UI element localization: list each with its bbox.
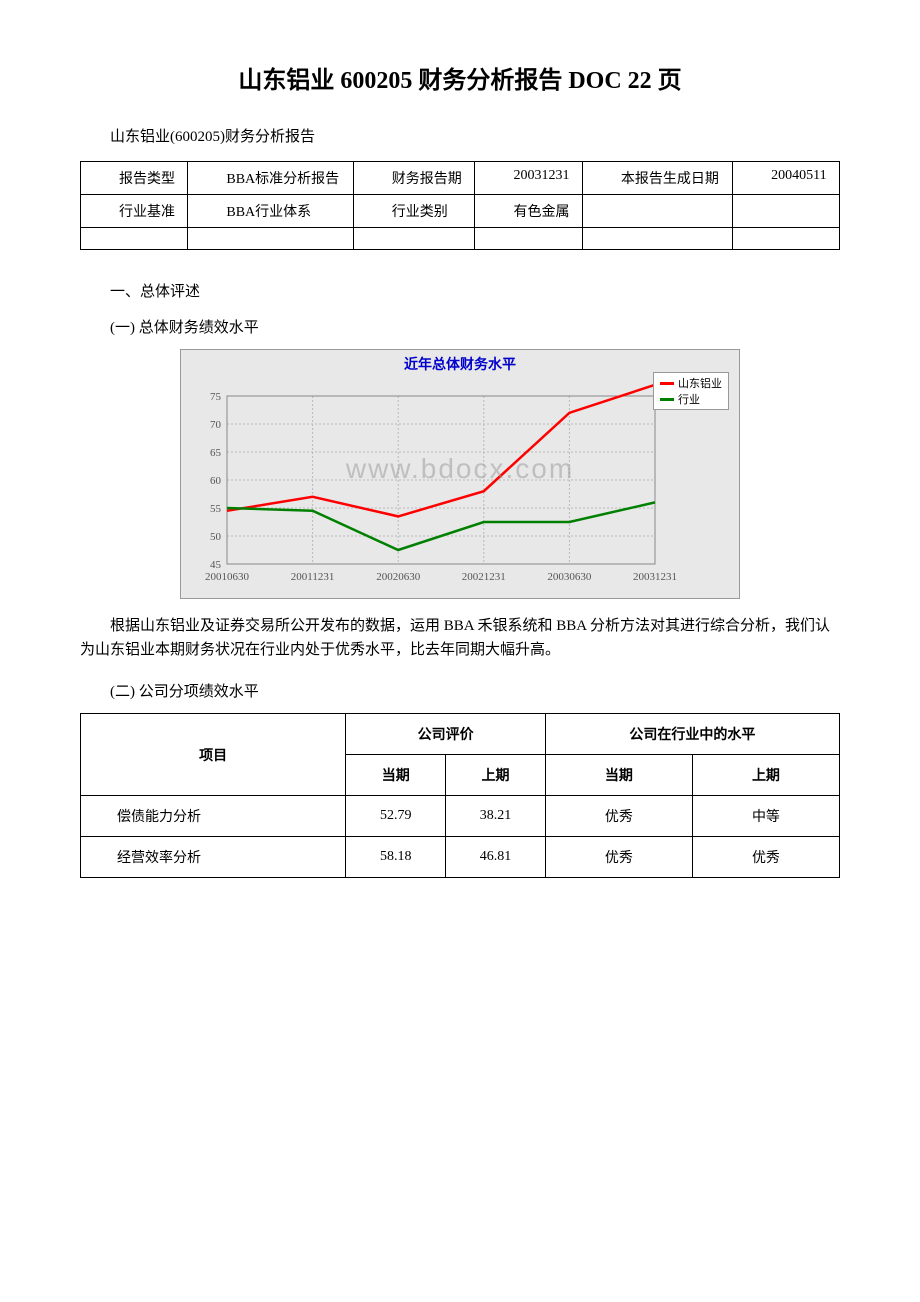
info-value: 20031231	[475, 162, 582, 195]
table-row: 项目 公司评价 公司在行业中的水平	[81, 714, 840, 755]
cell-value: 优秀	[545, 796, 692, 837]
col-header: 公司在行业中的水平	[545, 714, 839, 755]
cell-value: 38.21	[446, 796, 546, 837]
info-value: BBA标准分析报告	[188, 162, 353, 195]
info-value: 有色金属	[475, 195, 582, 228]
section-heading: 一、总体评述	[80, 280, 840, 301]
info-value	[733, 195, 840, 228]
svg-text:20011231: 20011231	[291, 571, 335, 583]
legend-label: 山东铝业	[678, 375, 722, 391]
info-label: 行业基准	[81, 195, 188, 228]
col-header: 当期	[545, 755, 692, 796]
info-value: BBA行业体系	[188, 195, 353, 228]
info-label: 报告类型	[81, 162, 188, 195]
svg-text:20021231: 20021231	[462, 571, 506, 583]
sub-heading: (一) 总体财务绩效水平	[80, 316, 840, 337]
info-value: 20040511	[733, 162, 840, 195]
document-subtitle: 山东铝业(600205)财务分析报告	[80, 125, 840, 146]
svg-text:20030630: 20030630	[547, 571, 592, 583]
svg-text:75: 75	[210, 391, 222, 403]
svg-text:45: 45	[210, 559, 222, 571]
cell-value: 优秀	[545, 837, 692, 878]
table-row: 报告类型 BBA标准分析报告 财务报告期 20031231 本报告生成日期 20…	[81, 162, 840, 195]
info-label: 行业类别	[353, 195, 475, 228]
legend-item: 山东铝业	[660, 375, 722, 391]
cell-value: 优秀	[692, 837, 839, 878]
cell-value: 58.18	[346, 837, 446, 878]
col-header: 上期	[446, 755, 546, 796]
legend-swatch	[660, 398, 674, 401]
info-label	[582, 195, 732, 228]
performance-chart: 近年总体财务水平 山东铝业 行业 www.bdocx.com 455055606…	[180, 349, 740, 599]
svg-text:55: 55	[210, 503, 222, 515]
chart-legend: 山东铝业 行业	[653, 372, 729, 410]
cell-value: 中等	[692, 796, 839, 837]
svg-text:20020630: 20020630	[376, 571, 421, 583]
svg-text:20031231: 20031231	[633, 571, 677, 583]
svg-text:60: 60	[210, 475, 222, 487]
svg-text:50: 50	[210, 531, 222, 543]
analysis-paragraph: 根据山东铝业及证券交易所公开发布的数据，运用 BBA 禾银系统和 BBA 分析方…	[80, 614, 840, 662]
row-label: 偿债能力分析	[81, 796, 346, 837]
sub-heading: (二) 公司分项绩效水平	[80, 680, 840, 701]
legend-label: 行业	[678, 391, 700, 407]
table-row-empty	[81, 228, 840, 250]
row-label: 经营效率分析	[81, 837, 346, 878]
svg-text:20010630: 20010630	[205, 571, 250, 583]
chart-title: 近年总体财务水平	[187, 354, 733, 374]
col-header: 项目	[81, 714, 346, 796]
info-table: 报告类型 BBA标准分析报告 财务报告期 20031231 本报告生成日期 20…	[80, 161, 840, 250]
svg-text:65: 65	[210, 447, 222, 459]
cell-value: 52.79	[346, 796, 446, 837]
legend-item: 行业	[660, 391, 722, 407]
col-header: 当期	[346, 755, 446, 796]
table-row: 偿债能力分析 52.79 38.21 优秀 中等	[81, 796, 840, 837]
svg-text:70: 70	[210, 419, 222, 431]
performance-table: 项目 公司评价 公司在行业中的水平 当期 上期 当期 上期 偿债能力分析 52.…	[80, 713, 840, 878]
table-row: 经营效率分析 58.18 46.81 优秀 优秀	[81, 837, 840, 878]
table-row: 行业基准 BBA行业体系 行业类别 有色金属	[81, 195, 840, 228]
cell-value: 46.81	[446, 837, 546, 878]
legend-swatch	[660, 382, 674, 385]
col-header: 上期	[692, 755, 839, 796]
document-title: 山东铝业 600205 财务分析报告 DOC 22 页	[80, 60, 840, 95]
info-label: 财务报告期	[353, 162, 475, 195]
col-header: 公司评价	[346, 714, 546, 755]
info-label: 本报告生成日期	[582, 162, 732, 195]
